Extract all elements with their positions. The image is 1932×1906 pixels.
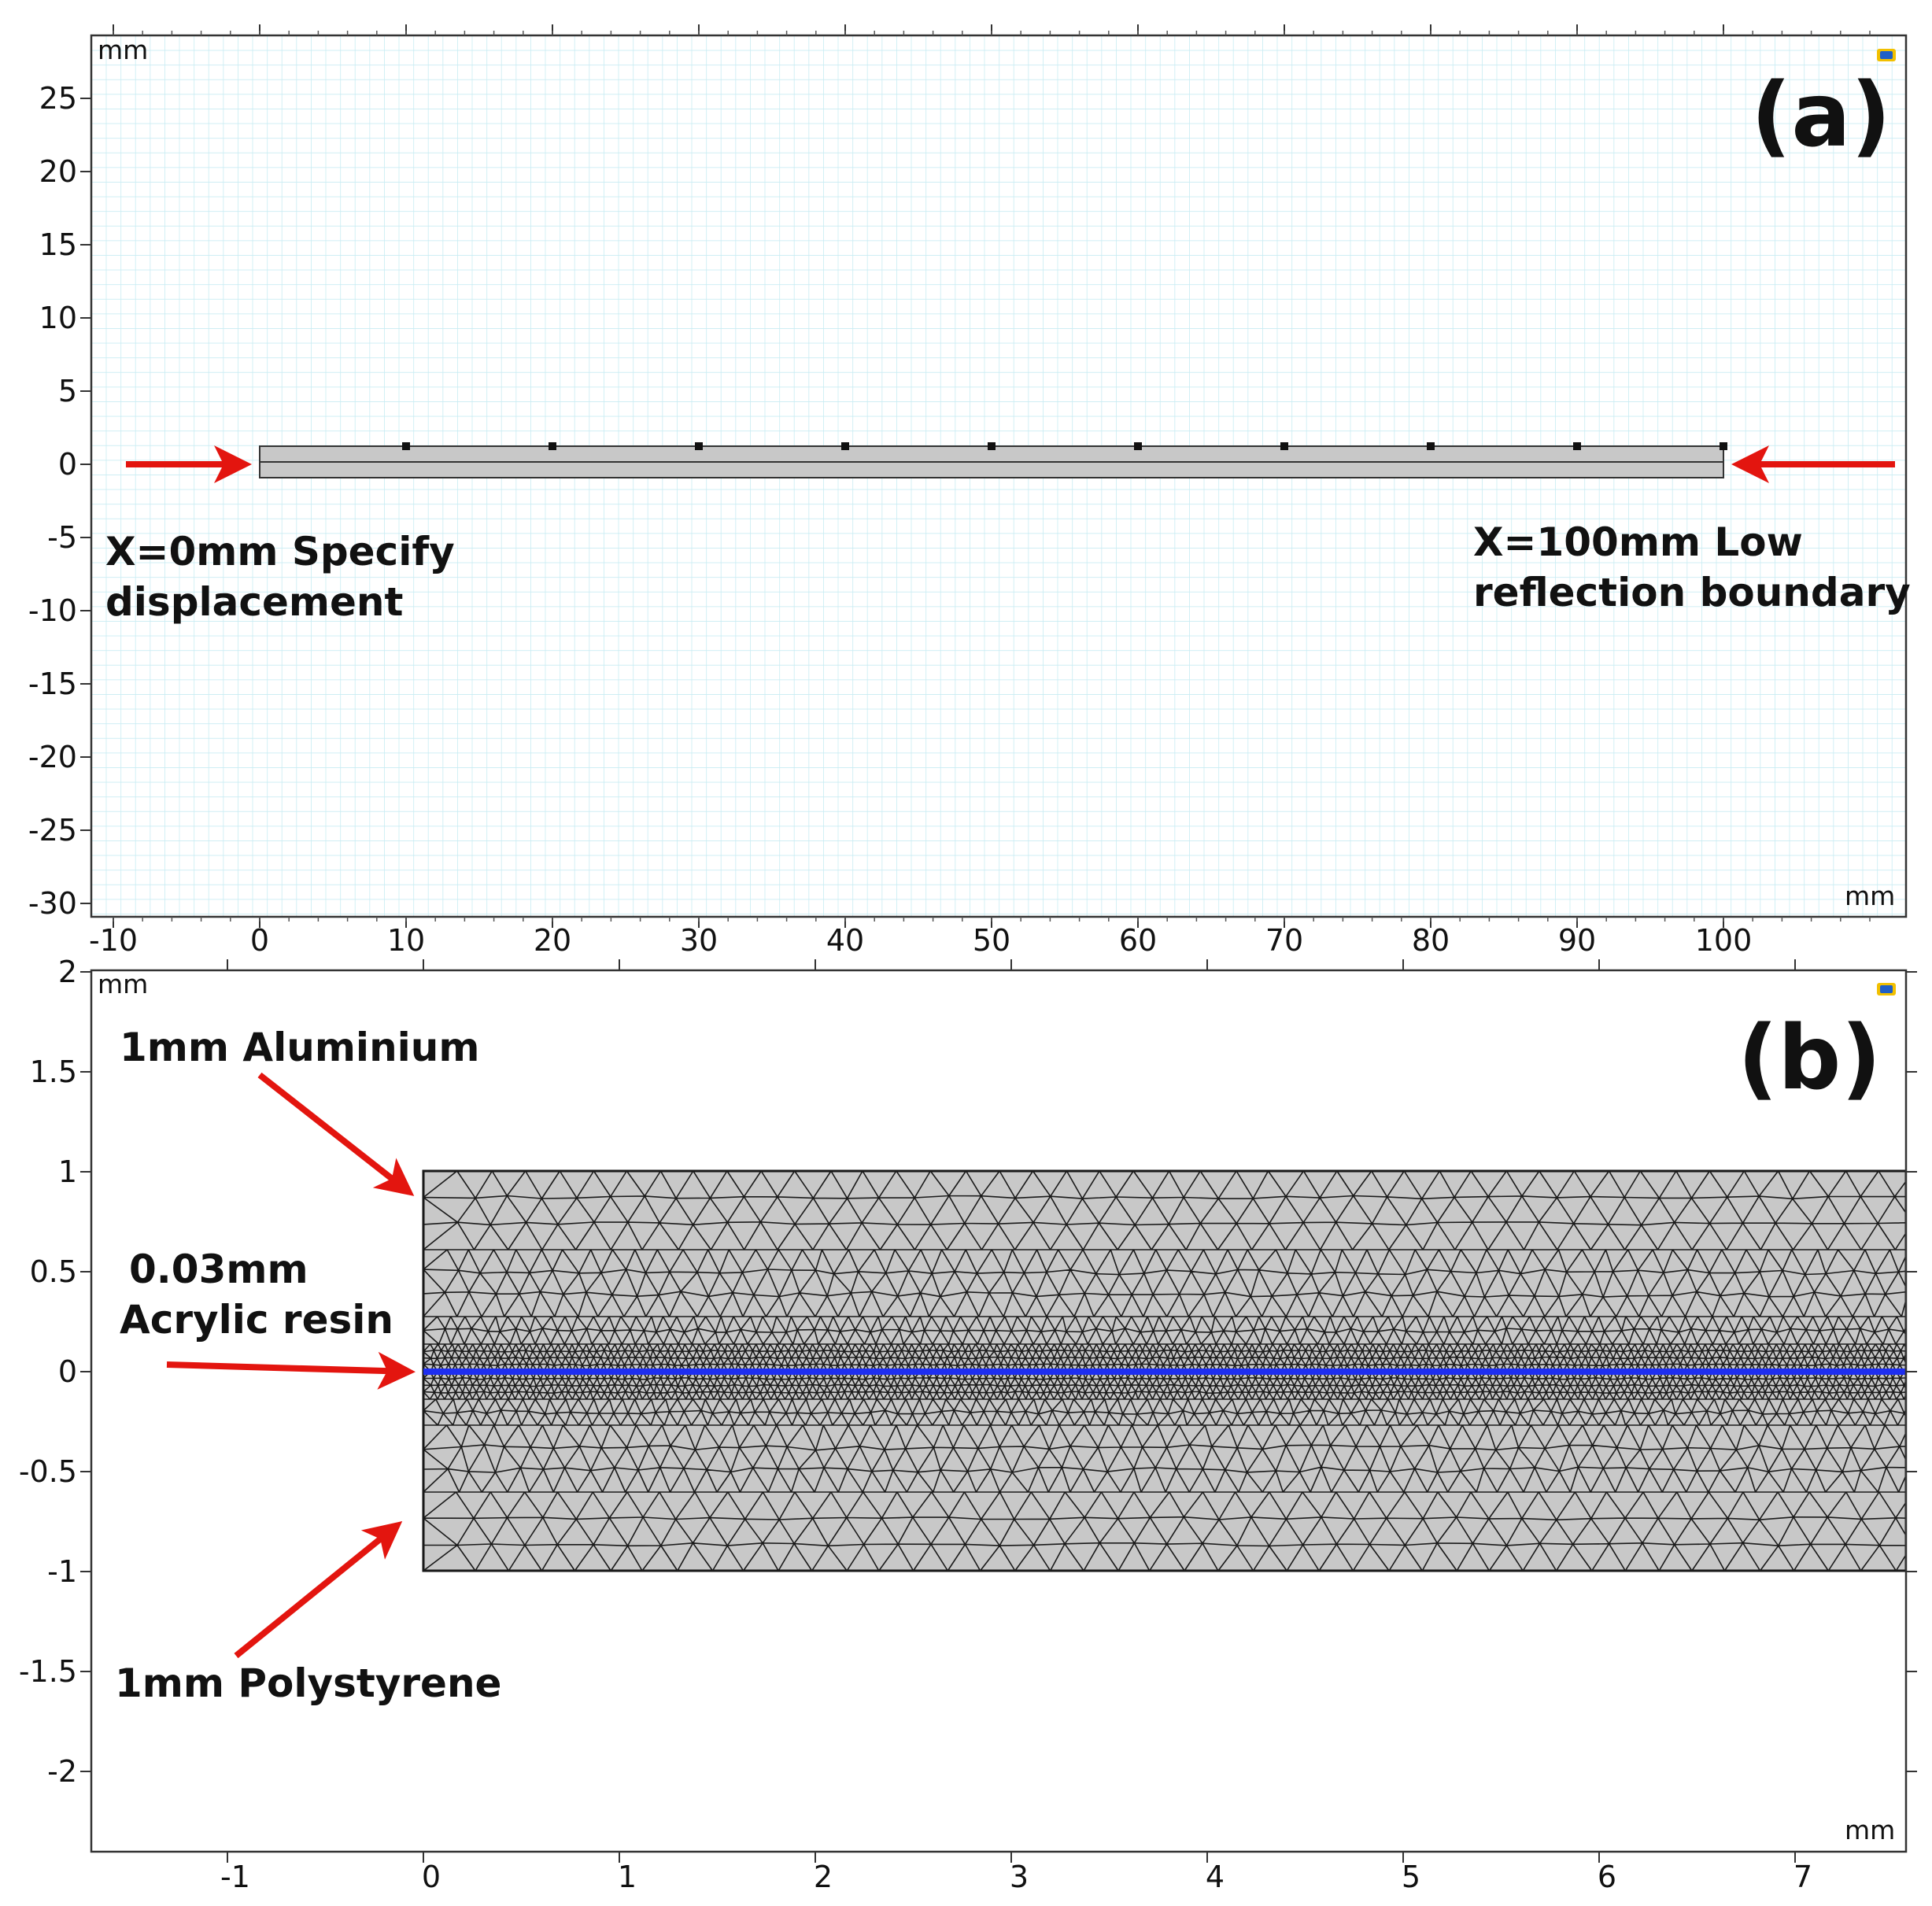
x-tick-label: 3 [1010,1860,1029,1894]
sensor-point [695,442,703,450]
panel-a-frame [90,34,1908,918]
label-aluminium: 1mm Aluminium [120,1025,480,1070]
y-tick-label: 0 [58,447,77,482]
panel-b-unit-bottom: mm [1845,1815,1895,1845]
y-tick-label: -25 [28,813,77,848]
x-tick-label: 100 [1695,923,1753,958]
sensor-point [1427,442,1435,450]
y-tick-label: 2 [58,955,77,989]
y-tick-label: -10 [28,593,77,628]
x-tick-label: 7 [1793,1860,1812,1894]
y-tick-label: 1.5 [30,1055,77,1089]
x-tick-label: -10 [89,923,138,958]
panel-b-y-axis: 2 1.5 1 0.5 0 -0.5 -1 -1.5 -2 [19,955,1917,1789]
panel-b-x-axis: -1 0 1 2 3 4 5 6 7 [220,959,1812,1894]
y-tick-label: 0 [58,1354,77,1389]
label-acrylic-resin: 0.03mm Acrylic resin [120,1247,393,1343]
y-tick-label: -5 [47,520,77,555]
sensor-point [1720,442,1727,450]
triangular-mesh [423,1170,1906,1572]
x-tick-label: -1 [220,1860,250,1894]
y-tick-label: 0.5 [30,1254,77,1289]
y-tick-label: 25 [39,81,77,116]
panel-a-y-axis: 25 20 15 10 5 0 -5 -10 -15 -20 -25 -30 [28,81,91,921]
x-tick-label: 5 [1402,1860,1420,1894]
mesh-edges [423,1170,1906,1572]
y-tick-label: -1 [47,1554,77,1589]
x-tick-label: 80 [1412,923,1450,958]
sensor-point [549,442,556,450]
panel-b-unit-top: mm [98,969,148,999]
x-tick-label: 90 [1558,923,1596,958]
sensor-point [841,442,849,450]
x-tick-label: 6 [1598,1860,1616,1894]
x-tick-label: 20 [534,923,571,958]
x-tick-label: 1 [618,1860,637,1894]
arrow-polystyrene [234,1520,403,1659]
x-tick-label: 40 [826,923,864,958]
panel-b-frame [90,969,1908,1853]
sensor-point [1134,442,1142,450]
sensor-point [1280,442,1288,450]
y-tick-label: 15 [39,227,77,262]
y-tick-label: -1.5 [19,1654,77,1689]
panel-b-tag: (b) [1738,1007,1882,1110]
y-tick-label: 5 [58,374,77,408]
x-tick-label: 0 [250,923,269,958]
arrow-aluminium [257,1072,415,1196]
sensor-points [402,442,1727,450]
arrow-acrylic-resin [166,1351,416,1390]
y-tick-label: -30 [28,886,77,921]
view-toggle-icon[interactable] [1877,49,1896,61]
panel-b: -1 0 1 2 3 4 5 6 7 2 1.5 1 0.5 0 -0.5 -1 -1.5 -2 mm mm (… [19,955,1917,1894]
panel-a-unit-top: mm [98,35,148,65]
sensor-point [1573,442,1581,450]
panel-a: -10 0 10 20 30 40 50 60 70 80 90 100 2520151050-5-1… [28,24,1911,958]
label-polystyrene: 1mm Polystyrene [115,1660,501,1706]
right-boundary-note: X=100mm Low reflection boundary [1473,519,1911,615]
panel-a-x-axis: -10 0 10 20 30 40 50 60 70 80 90 100 [89,24,1871,958]
y-tick-label: 10 [39,301,77,335]
y-tick-label: -2 [47,1754,77,1789]
x-tick-label: 0 [422,1860,441,1894]
y-tick-label: -15 [28,667,77,701]
panel-a-tag: (a) [1751,65,1891,167]
y-tick-label: 20 [39,154,77,189]
y-tick-label: 1 [58,1154,77,1189]
x-tick-label: 60 [1119,923,1157,958]
x-tick-label: 10 [387,923,425,958]
x-tick-label: 70 [1265,923,1303,958]
panel-a-unit-bottom: mm [1845,881,1895,911]
y-tick-label: -20 [28,740,77,774]
x-tick-label: 30 [680,923,718,958]
plate-bottom-layer [259,461,1724,478]
x-tick-label: 2 [814,1860,833,1894]
left-boundary-note: X=0mm Specify displacement [105,529,468,625]
y-tick-label: -0.5 [19,1454,77,1489]
x-tick-label: 50 [973,923,1010,958]
view-toggle-icon[interactable] [1877,983,1896,995]
sensor-point [402,442,410,450]
sensor-point [988,442,996,450]
x-tick-label: 4 [1206,1860,1225,1894]
